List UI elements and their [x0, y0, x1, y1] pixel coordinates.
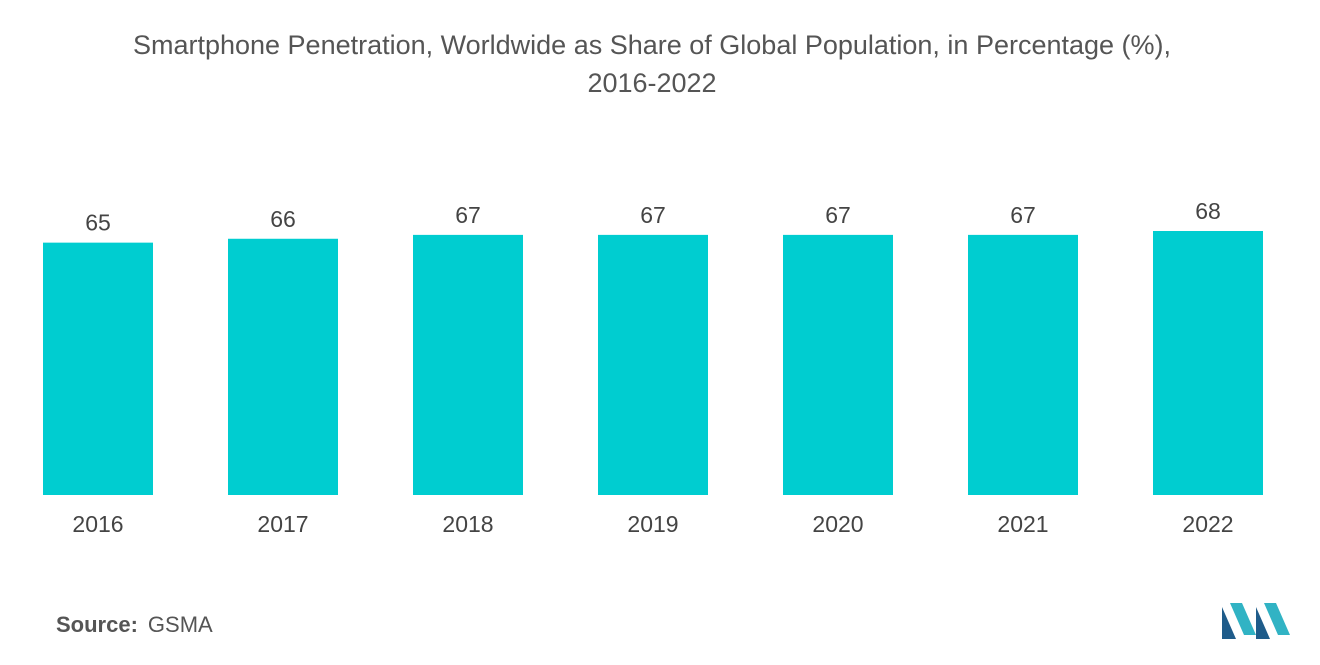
mordor-intelligence-logo-icon	[1222, 603, 1290, 639]
data-label-2022: 68	[1195, 198, 1221, 224]
source-value: GSMA	[147, 612, 213, 637]
x-tick-label-2018: 2018	[442, 511, 493, 537]
bar-2018	[413, 234, 523, 495]
x-tick-label-2021: 2021	[997, 511, 1048, 537]
data-label-2017: 66	[270, 206, 296, 232]
data-label-2016: 65	[85, 210, 111, 236]
x-tick-label-2020: 2020	[812, 511, 863, 537]
x-tick-label-2017: 2017	[257, 511, 308, 537]
bar-2021	[968, 234, 1078, 495]
bar-2020	[783, 234, 893, 495]
chart-title-block: Smartphone Penetration, Worldwide as Sha…	[0, 26, 1304, 102]
data-label-2020: 67	[825, 202, 851, 228]
source-note: Source: GSMA	[56, 612, 213, 638]
chart-title: Smartphone Penetration, Worldwide as Sha…	[132, 30, 1172, 60]
x-tick-label-2022: 2022	[1182, 511, 1233, 537]
x-tick-label-2019: 2019	[627, 511, 678, 537]
chart-subtitle: 2016-2022	[587, 68, 717, 98]
data-label-2021: 67	[1010, 202, 1036, 228]
bar-2016	[43, 242, 153, 495]
source-label: Source:	[56, 612, 138, 637]
x-tick-label-2016: 2016	[72, 511, 123, 537]
data-label-2019: 67	[640, 202, 666, 228]
bar-2019	[598, 234, 708, 495]
bar-2017	[228, 238, 338, 495]
data-label-2018: 67	[455, 202, 481, 228]
bar-2022	[1153, 231, 1263, 495]
